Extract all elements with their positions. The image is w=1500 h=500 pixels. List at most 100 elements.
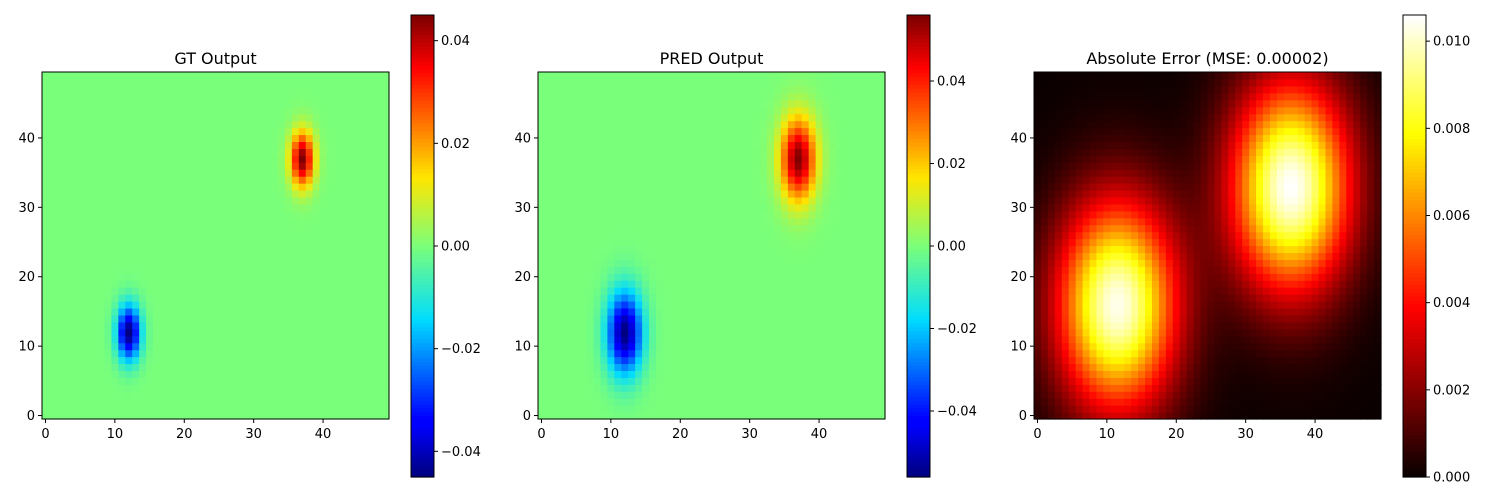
heatmap-cell: [676, 356, 685, 365]
heatmap-cell: [166, 356, 175, 365]
heatmap-cell: [236, 266, 244, 274]
heatmap-cell: [655, 328, 664, 337]
heatmap-cell: [628, 106, 636, 115]
heatmap-cell: [229, 169, 237, 177]
heatmap-cell: [558, 99, 567, 108]
heatmap-cell: [725, 245, 733, 254]
heatmap-cell: [732, 224, 740, 233]
heatmap-cell: [586, 196, 595, 205]
heatmap-cell: [635, 342, 643, 351]
heatmap-cell: [690, 231, 699, 240]
heatmap-cell: [340, 224, 348, 233]
heatmap-cell: [572, 231, 581, 240]
heatmap-cell: [62, 106, 71, 115]
heatmap-cell: [62, 301, 71, 309]
heatmap-cell: [593, 314, 602, 323]
heatmap-cell: [69, 294, 78, 302]
heatmap-cell: [284, 238, 293, 247]
heatmap-cell: [76, 384, 85, 392]
heatmap-cell: [753, 92, 761, 101]
heatmap-cell: [794, 349, 803, 358]
heatmap-cell: [662, 328, 671, 337]
heatmap-cell: [326, 314, 335, 323]
heatmap-cell: [83, 155, 92, 163]
colorbar-segment: [411, 103, 434, 108]
heatmap-cell: [222, 127, 230, 136]
heatmap-cell: [649, 183, 657, 191]
heatmap-cell: [697, 189, 706, 198]
heatmap-cell: [704, 176, 713, 184]
heatmap-cell: [180, 176, 189, 184]
heatmap-cell: [642, 328, 650, 337]
heatmap-cell: [361, 321, 369, 330]
heatmap-cell: [180, 134, 189, 142]
heatmap-cell: [551, 412, 560, 420]
heatmap-cell: [62, 280, 71, 288]
heatmap-cell: [850, 405, 858, 413]
heatmap-cell: [153, 307, 161, 316]
heatmap-cell: [829, 217, 838, 226]
heatmap-cell: [354, 189, 362, 198]
heatmap-cell: [628, 217, 636, 226]
heatmap-cell: [153, 301, 161, 309]
heatmap-cell: [222, 113, 230, 122]
heatmap-cell: [878, 273, 886, 281]
heatmap-cell: [551, 321, 560, 330]
heatmap-cell: [669, 238, 678, 247]
heatmap-cell: [600, 273, 608, 281]
heatmap-cell: [250, 294, 258, 302]
heatmap-cell: [271, 120, 279, 129]
heatmap-cell: [90, 169, 99, 177]
heatmap-cell: [593, 203, 602, 212]
heatmap-cell: [62, 384, 71, 392]
heatmap-cell: [690, 294, 699, 302]
heatmap-cell: [808, 134, 817, 142]
heatmap-cell: [565, 217, 574, 226]
heatmap-cell: [746, 196, 754, 205]
heatmap-cell: [857, 176, 865, 184]
heatmap-cell: [146, 363, 154, 372]
heatmap-cell: [829, 398, 838, 406]
heatmap-cell: [361, 363, 369, 372]
heatmap-cell: [153, 141, 161, 149]
heatmap-cell: [808, 189, 817, 198]
heatmap-cell: [787, 169, 796, 177]
heatmap-cell: [354, 238, 362, 247]
heatmap-cell: [243, 72, 251, 80]
heatmap-cell: [62, 127, 71, 136]
heatmap-cell: [718, 335, 726, 344]
heatmap-cell: [760, 342, 768, 351]
heatmap-cell: [215, 314, 224, 323]
heatmap-cell: [558, 287, 567, 295]
heatmap-cell: [159, 349, 168, 358]
heatmap-cell: [711, 314, 720, 323]
heatmap-cell: [773, 259, 782, 267]
heatmap-cell: [843, 301, 851, 309]
heatmap-cell: [794, 189, 803, 198]
heatmap-cell: [718, 377, 726, 385]
heatmap-cell: [642, 106, 650, 115]
heatmap-cell: [277, 294, 286, 302]
heatmap-cell: [773, 356, 782, 365]
heatmap-cell: [746, 273, 754, 281]
heatmap-cell: [347, 238, 355, 247]
heatmap-cell: [153, 356, 161, 365]
heatmap-cell: [243, 342, 251, 351]
heatmap-cell: [257, 259, 265, 267]
heatmap-cell: [621, 363, 629, 372]
heatmap-cell: [739, 307, 747, 316]
heatmap-cell: [257, 363, 265, 372]
heatmap-cell: [250, 217, 258, 226]
heatmap-cell: [132, 120, 140, 129]
heatmap-cell: [62, 328, 71, 337]
heatmap-cell: [208, 210, 217, 219]
heatmap-cell: [683, 370, 692, 378]
heatmap-cell: [690, 99, 699, 108]
heatmap-cell: [180, 391, 189, 399]
heatmap-cell: [565, 245, 574, 254]
heatmap-cell: [829, 155, 838, 163]
heatmap-cell: [326, 183, 335, 191]
heatmap-cell: [69, 280, 78, 288]
heatmap-cell: [551, 356, 560, 365]
heatmap-cell: [312, 314, 321, 323]
